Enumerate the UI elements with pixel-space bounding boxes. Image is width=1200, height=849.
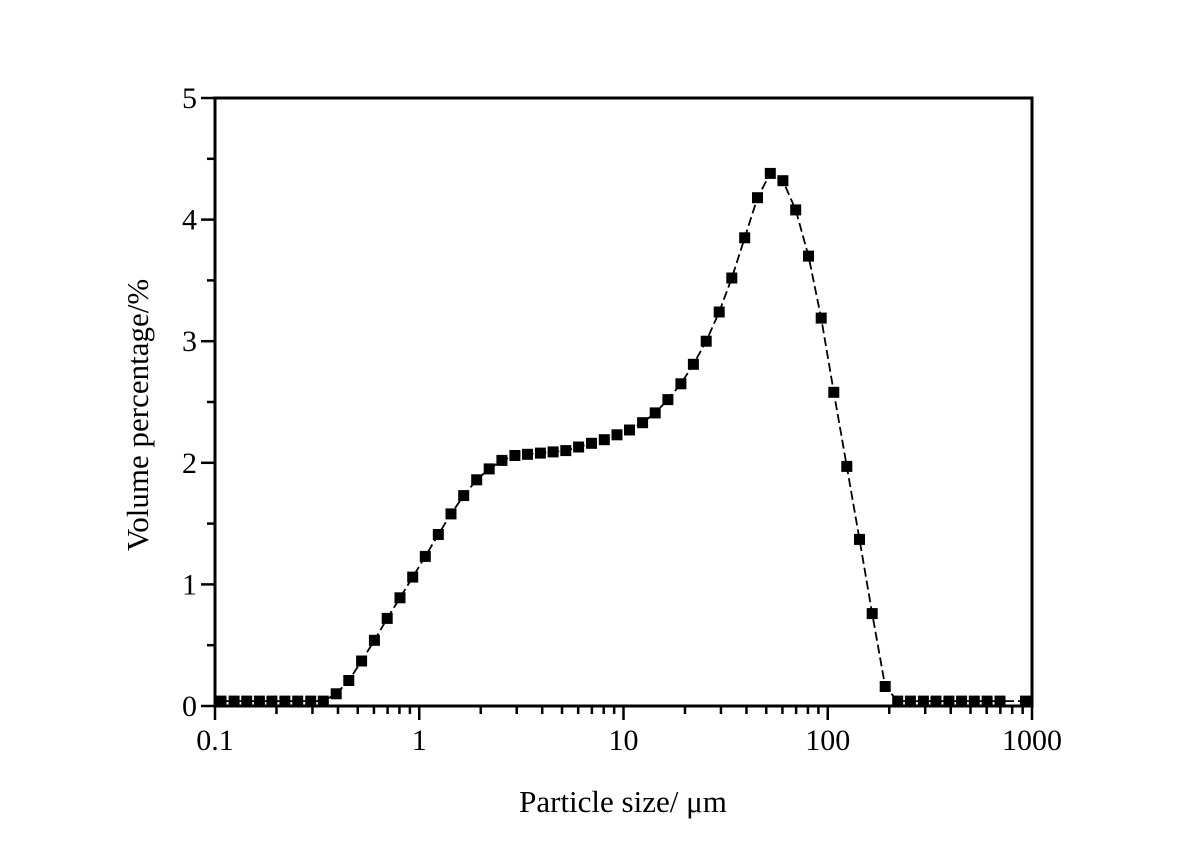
data-point-marker	[471, 474, 483, 486]
data-point-marker	[573, 441, 585, 453]
data-point-marker	[675, 378, 687, 390]
data-point-marker	[496, 454, 508, 466]
data-point-marker	[917, 695, 929, 707]
y-tick-label: 2	[182, 447, 197, 480]
data-point-marker	[598, 434, 610, 446]
data-point-marker	[994, 695, 1006, 707]
data-point-marker	[534, 447, 546, 459]
data-point-marker	[356, 655, 368, 667]
data-point-marker	[266, 695, 278, 707]
data-point-marker	[368, 634, 380, 646]
data-point-marker	[317, 695, 329, 707]
data-point-marker	[687, 358, 699, 370]
data-point-marker	[419, 550, 431, 562]
data-point-marker	[560, 445, 572, 457]
x-tick-label: 10	[609, 724, 639, 757]
data-point-marker	[956, 695, 968, 707]
data-point-marker	[228, 695, 240, 707]
data-point-marker	[343, 675, 355, 686]
data-point-marker	[1020, 695, 1031, 707]
data-point-marker	[445, 508, 457, 520]
data-point-marker	[407, 571, 419, 583]
x-tick-label: 1	[412, 724, 427, 757]
y-axis-title: Volume percentage/%	[120, 279, 155, 551]
plot-frame	[213, 96, 1034, 708]
data-point-marker	[841, 460, 853, 472]
data-point-marker	[879, 681, 891, 692]
data-point-marker	[815, 312, 827, 324]
data-point-marker	[637, 417, 649, 429]
y-tick-label: 1	[182, 568, 197, 601]
data-point-marker	[777, 175, 789, 187]
data-point-marker	[981, 695, 993, 707]
data-point-marker	[624, 424, 635, 436]
data-point-marker	[432, 529, 444, 540]
axes-layer: 0.1 1 10 100 1000 0 1 2 3 4 5	[182, 82, 1062, 757]
data-point-marker	[662, 394, 674, 406]
y-tick-label: 0	[182, 690, 197, 723]
data-point-marker	[586, 437, 597, 449]
data-point-marker	[803, 250, 814, 262]
data-point-marker	[649, 407, 661, 419]
data-point-marker	[764, 167, 776, 179]
data-series-layer	[215, 167, 1031, 707]
y-tick-label: 3	[182, 325, 197, 358]
data-point-marker	[241, 695, 253, 707]
data-point-marker	[522, 448, 533, 460]
data-point-marker	[700, 335, 712, 347]
data-point-marker	[854, 533, 865, 545]
data-point-marker	[892, 695, 904, 707]
data-point-marker	[330, 688, 342, 700]
data-point-marker	[828, 386, 840, 398]
x-axis-title: Particle size/ μm	[519, 784, 727, 819]
y-tick-label: 4	[182, 204, 197, 237]
data-point-marker	[305, 695, 317, 707]
data-point-marker	[253, 695, 265, 707]
y-tick-label: 5	[182, 82, 197, 115]
data-point-marker	[279, 695, 291, 707]
data-point-marker	[547, 446, 559, 458]
data-point-marker	[739, 232, 751, 244]
data-point-marker	[483, 463, 495, 475]
data-point-marker	[215, 695, 227, 707]
data-point-marker	[611, 429, 623, 441]
x-tick-label: 0.1	[196, 724, 234, 757]
series-line	[221, 172, 1026, 702]
data-point-marker	[726, 272, 738, 284]
data-point-marker	[292, 695, 304, 707]
data-point-marker	[790, 204, 802, 216]
data-point-marker	[904, 695, 916, 707]
data-point-marker	[713, 306, 725, 318]
data-point-marker	[752, 192, 763, 204]
data-point-marker	[943, 695, 955, 707]
data-point-marker	[509, 450, 521, 461]
data-point-marker	[930, 695, 942, 707]
data-point-marker	[381, 612, 393, 624]
data-point-marker	[866, 608, 878, 620]
data-point-marker	[394, 592, 406, 604]
x-tick-label: 1000	[1002, 724, 1062, 757]
x-tick-label: 100	[805, 724, 850, 757]
data-point-marker	[458, 490, 470, 502]
data-point-marker	[968, 695, 980, 707]
